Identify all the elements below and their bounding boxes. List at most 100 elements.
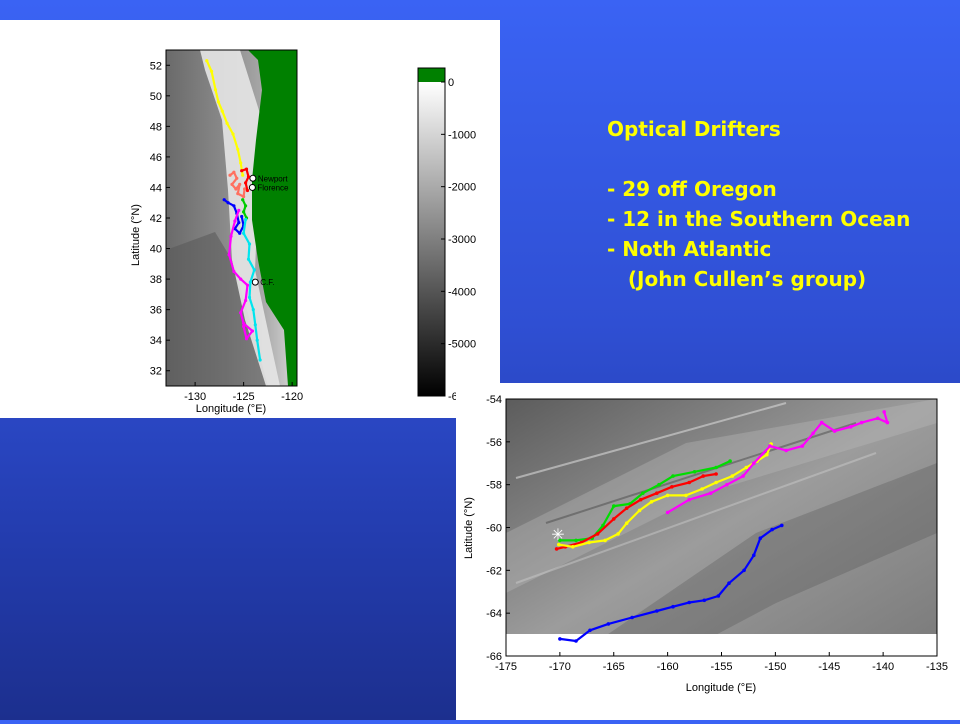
- depth-colorbar: [417, 67, 446, 397]
- drifter-point: [687, 497, 691, 502]
- drifter-point: [237, 221, 241, 225]
- drifter-point: [638, 497, 643, 502]
- drifter-point: [616, 532, 620, 536]
- drifter-point: [557, 542, 561, 547]
- drifter-point: [258, 358, 262, 362]
- place-marker: [251, 278, 259, 286]
- drifter-point: [238, 182, 242, 186]
- drifter-point: [244, 337, 249, 341]
- drifter-point: [624, 506, 629, 510]
- drifter-point: [239, 311, 243, 315]
- place-label: Florence: [257, 183, 289, 192]
- southern-ocean-figure-panel: -175 -170 -165 -160 -155 -150 -145 -140 -135 -54 -…: [456, 383, 960, 720]
- drifter-point: [227, 253, 231, 257]
- y-tick-label: -66: [486, 651, 502, 663]
- y-tick-label: 48: [150, 121, 162, 133]
- drifter-point: [554, 547, 559, 551]
- drifter-point: [252, 268, 256, 272]
- drifter-point: [641, 491, 645, 495]
- oregon-axes: -130 -125 -120 32 34 36 38 40 42 44 46 48 50 52: [150, 60, 303, 403]
- y-tick-label: 50: [150, 91, 162, 103]
- drifter-point: [558, 637, 562, 641]
- drifter-point: [670, 485, 674, 489]
- drifter-point: [253, 323, 257, 327]
- southern-ocean-map-chart: -175 -170 -165 -160 -155 -150 -145 -140 -135 -54 -…: [463, 394, 948, 694]
- y-tick-label: 52: [150, 60, 162, 72]
- y-tick-label: 34: [150, 335, 162, 347]
- drifter-point: [225, 121, 229, 125]
- drifter-point: [637, 508, 642, 513]
- drifter-point: [655, 491, 659, 495]
- oregon-y-axis-label: Latitude (°N): [130, 204, 142, 266]
- place-label: C.F.: [260, 278, 274, 287]
- drifter-point: [601, 523, 605, 528]
- colorbar-tick-label: 0: [448, 77, 454, 89]
- bullet-north-atlantic: - Noth Atlantic: [607, 237, 772, 261]
- drifter-point: [244, 298, 248, 303]
- drifter-point: [800, 444, 805, 448]
- drifter-point: [232, 170, 236, 174]
- drifter-point: [228, 173, 232, 177]
- drifter-point: [239, 277, 243, 281]
- colorbar-tick-label: -4000: [448, 286, 476, 298]
- y-tick-label: 44: [150, 182, 162, 194]
- drifter-point: [770, 527, 774, 532]
- y-tick-label: -58: [486, 480, 502, 492]
- y-tick-label: -60: [486, 523, 502, 535]
- drifter-point: [655, 609, 659, 613]
- drifter-point: [213, 88, 218, 92]
- drifter-point: [859, 420, 864, 425]
- drifter-point: [671, 474, 675, 478]
- drifter-point: [244, 204, 248, 208]
- drifter-point: [242, 210, 246, 214]
- drifter-point: [875, 416, 880, 421]
- drifter-point: [243, 187, 247, 191]
- drifter-point: [849, 425, 853, 429]
- drifter-point: [768, 444, 772, 448]
- oregon-map-background: [166, 50, 297, 386]
- drifter-point: [714, 472, 718, 476]
- drifter-point: [244, 217, 248, 222]
- y-tick-label: -64: [486, 608, 502, 620]
- drifter-point: [255, 338, 259, 342]
- place-label: Newport: [258, 174, 289, 183]
- drifter-point: [251, 308, 255, 312]
- drifter-point: [236, 147, 240, 151]
- drifter-point: [247, 295, 252, 299]
- x-tick-label: -150: [764, 661, 786, 673]
- bullet-oregon: - 29 off Oregon: [607, 177, 777, 201]
- oregon-drifter-tracks: [205, 59, 262, 362]
- drifter-point: [657, 482, 661, 487]
- southern-ocean-axes: -175 -170 -165 -160 -155 -150 -145 -140 -135 -54 -…: [486, 394, 948, 673]
- oregon-map-chart: -130 -125 -120 32 34 36 38 40 42 44 46 48 50 52 Newpo…: [130, 49, 476, 415]
- drifter-point: [744, 465, 749, 470]
- drifter-point: [233, 219, 237, 223]
- y-tick-label: -56: [486, 437, 502, 449]
- drifter-point: [730, 474, 735, 478]
- drifter-point: [741, 474, 745, 478]
- colorbar-tick-label: -2000: [448, 182, 476, 194]
- drifter-point: [780, 523, 784, 528]
- drifter-point: [226, 201, 230, 205]
- colorbar-tick-label: -1000: [448, 129, 476, 141]
- drifter-point: [239, 161, 243, 165]
- depth-colorbar-ticks: 0-1000-2000-3000-4000-5000-6000: [441, 77, 476, 403]
- drifter-point: [245, 188, 250, 193]
- drifter-point: [231, 132, 235, 136]
- y-tick-label: 46: [150, 152, 162, 164]
- x-tick-label: -170: [549, 661, 571, 673]
- drifter-point: [230, 182, 234, 186]
- drifter-point: [241, 173, 245, 177]
- drifter-point: [728, 459, 732, 463]
- drifter-point: [687, 480, 691, 485]
- x-tick-label: -160: [657, 661, 679, 673]
- drifter-point: [246, 175, 251, 179]
- drifter-point: [714, 480, 718, 485]
- bullet-list: Optical Drifters - 29 off Oregon - 12 in…: [607, 114, 910, 294]
- drifter-point: [244, 181, 248, 185]
- drifter-point: [606, 622, 611, 626]
- x-tick-label: -165: [603, 661, 625, 673]
- drifter-point: [832, 429, 837, 433]
- drifter-point: [229, 234, 233, 238]
